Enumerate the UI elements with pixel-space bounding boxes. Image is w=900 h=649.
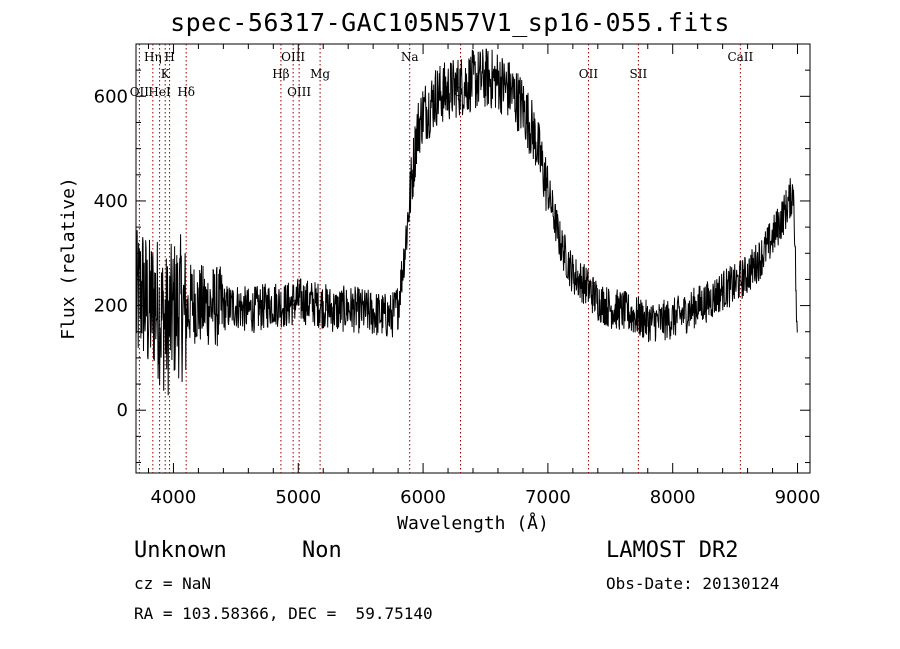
line-marker-label: OIII bbox=[287, 85, 311, 99]
object-class-label: Unknown bbox=[134, 538, 227, 563]
y-tick-label: 600 bbox=[94, 86, 128, 107]
plot-frame bbox=[135, 43, 811, 474]
x-tick-label: 7000 bbox=[525, 487, 571, 508]
line-marker-label: CaII bbox=[727, 50, 753, 64]
object-subclass-label: Non bbox=[302, 538, 342, 563]
x-axis-label: Wavelength (Å) bbox=[397, 512, 549, 534]
spectrum-line bbox=[136, 48, 798, 396]
survey-label: LAMOST DR2 bbox=[606, 538, 739, 563]
y-tick-label: 200 bbox=[94, 296, 128, 317]
x-tick-label: 9000 bbox=[775, 487, 821, 508]
line-marker-label: SII bbox=[630, 67, 648, 81]
x-tick-label: 5000 bbox=[275, 487, 321, 508]
line-marker-label: OIII bbox=[281, 50, 305, 64]
line-marker-label: HeI bbox=[148, 85, 171, 99]
y-tick-label: 0 bbox=[117, 400, 128, 421]
line-marker-label: K bbox=[161, 67, 171, 81]
x-tick-label: 4000 bbox=[151, 487, 197, 508]
line-marker-label: OII bbox=[130, 85, 150, 99]
line-marker-label: H bbox=[164, 50, 174, 64]
line-marker-label: Mg bbox=[310, 67, 330, 81]
x-tick-label: 8000 bbox=[650, 487, 696, 508]
x-tick-label: 6000 bbox=[400, 487, 446, 508]
line-marker-label: OII bbox=[579, 67, 599, 81]
obs-date-label: Obs-Date: 20130124 bbox=[606, 574, 780, 593]
line-marker-label: Na bbox=[401, 50, 419, 64]
line-marker-label: Hβ bbox=[272, 67, 289, 81]
y-tick-label: 400 bbox=[94, 191, 128, 212]
chart-title: spec-56317-GAC105N57V1_sp16-055.fits bbox=[170, 8, 730, 37]
redshift-label: cz = NaN bbox=[134, 574, 212, 593]
line-marker-label: Hδ bbox=[177, 85, 195, 99]
y-axis-label: Flux (relative) bbox=[58, 177, 79, 340]
line-marker-label: Hη bbox=[144, 50, 162, 64]
coordinates-label: RA = 103.58366, DEC = 59.75140 bbox=[134, 604, 433, 623]
